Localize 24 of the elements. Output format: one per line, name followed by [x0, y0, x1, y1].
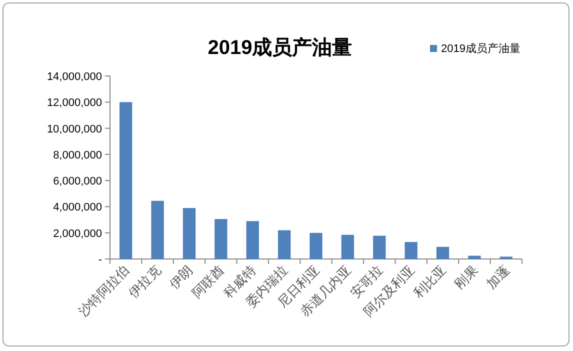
y-tick-label: 12,000,000 — [46, 97, 102, 110]
x-tick-label: 加蓬 — [483, 262, 512, 292]
bar — [151, 200, 164, 259]
x-tick-label: 刚果 — [452, 262, 481, 292]
legend-label: 2019成员产油量 — [441, 42, 520, 55]
bar — [373, 236, 386, 259]
bar — [468, 256, 481, 259]
bar — [310, 232, 322, 259]
y-tick-label: - — [98, 254, 102, 266]
bar — [246, 221, 259, 259]
y-tick-label: 14,000,000 — [46, 71, 102, 83]
chart-title: 2019成员产油量 — [208, 36, 352, 59]
y-tick-label: 2,000,000 — [53, 228, 102, 240]
bar — [182, 208, 196, 259]
bar — [341, 234, 354, 259]
y-tick-label: 8,000,000 — [53, 149, 102, 162]
y-tick-label: 4,000,000 — [53, 202, 102, 214]
y-tick-label: 10,000,000 — [46, 123, 102, 136]
bar — [214, 219, 228, 259]
y-tick-label: 6,000,000 — [53, 176, 102, 188]
bar — [436, 246, 450, 259]
bar — [278, 230, 291, 259]
bar — [120, 102, 132, 259]
bar — [404, 242, 418, 259]
